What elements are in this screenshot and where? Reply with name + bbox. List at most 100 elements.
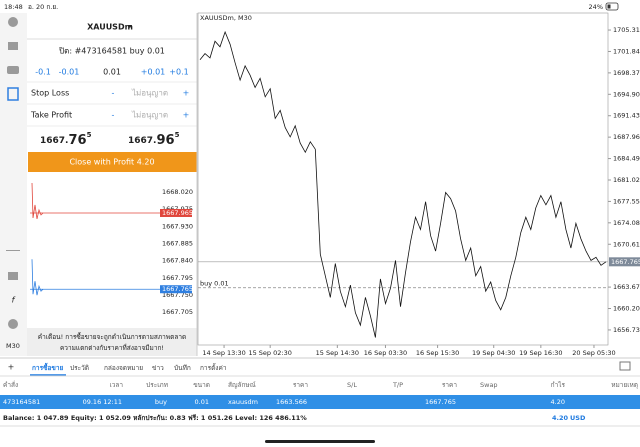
y-tick-label: 1674.080: [613, 219, 640, 227]
close-button[interactable]: [28, 152, 197, 172]
y-tick-label: 1705.310: [613, 26, 640, 34]
mini-chart: 1668.0201667.9751667.9301667.8851667.840…: [30, 182, 193, 316]
bid-big: 76: [68, 133, 86, 148]
take-profit-value[interactable]: ไม่อนุญาต: [131, 111, 168, 120]
volume-button[interactable]: -0.01: [59, 68, 80, 77]
stop-loss-value[interactable]: ไม่อนุญาต: [131, 89, 168, 98]
y-tick-label: 1663.670: [613, 283, 640, 291]
stop-loss-plus[interactable]: +: [183, 89, 190, 98]
symbol[interactable]: XAUUSDm: [87, 23, 133, 32]
tab[interactable]: บันทึก: [174, 364, 191, 372]
y-tick-label: 1687.960: [613, 133, 640, 141]
table-header: กำไร: [551, 381, 566, 389]
icon-objects[interactable]: [8, 319, 18, 329]
order-panel: [27, 13, 197, 163]
tab[interactable]: ข่าว: [152, 364, 164, 372]
volume-button[interactable]: +0.1: [169, 68, 188, 77]
tabs: การซื้อขาย ประวัติ กล่องจดหมาย ข่าว บันทึก กา…: [30, 362, 227, 376]
table-row[interactable]: [0, 395, 640, 409]
price-line-series: [199, 30, 607, 338]
warning-text: คำเตือน! การซื้อขายจะถูกดำเนินการตามสภาพ…: [38, 332, 186, 341]
take-profit-plus[interactable]: +: [183, 111, 190, 120]
price-label-box: [609, 257, 640, 267]
battery-level: [607, 4, 611, 9]
table-header: ประเภท: [146, 381, 168, 389]
volume-button[interactable]: +0.01: [141, 68, 166, 77]
stop-loss-minus[interactable]: -: [112, 89, 115, 98]
y-tick-label: 1660.200: [613, 305, 640, 313]
status-date: อ. 20 ก.ย.: [28, 3, 58, 11]
main-chart: 1705.310 1701.840 1698.370 1694.900 1691.430…: [198, 26, 640, 357]
table-header: ราคา: [442, 381, 457, 389]
ask-price: 1667.965: [128, 131, 180, 148]
table-header: หมายเหตุ: [611, 381, 638, 389]
home-indicator: [265, 440, 375, 443]
y-tick-label: 1656.730: [613, 326, 640, 334]
icon-trade[interactable]: [8, 42, 18, 50]
close-label: ปิด: #473164581 buy 0.01: [58, 47, 165, 56]
x-tick-label: 14 Sep 13:30: [202, 349, 245, 357]
icon-chat[interactable]: [7, 66, 19, 74]
take-profit-minus[interactable]: -: [112, 111, 115, 120]
mini-ask-trace: [31, 182, 44, 220]
y-tick-label: 1684.490: [613, 155, 640, 163]
table-header: เวลา: [109, 381, 123, 389]
bid-main: 1667.: [40, 136, 68, 146]
x-tick-label: 20 Sep 05:30: [572, 349, 615, 357]
table-header: คำสั่ง: [3, 380, 18, 389]
warning-text: ความแตกต่างกับราคาที่ส่งอาจมีมาก!: [60, 343, 164, 352]
warning-box: [27, 328, 197, 356]
chart-title: XAUUSDm, M30: [200, 14, 252, 22]
ask-sup: 5: [175, 131, 180, 139]
y-tick-label: 1698.370: [613, 69, 640, 77]
toolbar-icon[interactable]: [619, 361, 631, 371]
table-header: ราคา: [293, 381, 308, 389]
mini-ask-label: 1667.965: [162, 209, 193, 217]
icon-account[interactable]: [8, 17, 18, 27]
mini-tick-label: 1667.930: [162, 222, 193, 230]
mini-ask-box: [160, 208, 192, 217]
bid-price: 1667.765: [40, 131, 92, 148]
table-cell: xauusdm: [228, 398, 258, 406]
y-tick-label: 1694.900: [613, 90, 640, 98]
icon-indicators[interactable]: [8, 272, 18, 280]
mini-tick-label: 1667.840: [162, 257, 193, 265]
timeframe-button[interactable]: M30: [6, 342, 20, 350]
volume-button[interactable]: -0.1: [35, 68, 51, 77]
x-tick-label: 15 Sep 14:30: [316, 349, 359, 357]
y-tick-label: 1681.020: [613, 176, 640, 184]
close-button-label[interactable]: Close with Profit 4.20: [69, 158, 154, 167]
icon-function[interactable]: f: [12, 296, 16, 305]
total-profit: 4.20: [552, 414, 569, 422]
tab[interactable]: ประวัติ: [70, 364, 89, 372]
bid-sup: 5: [87, 131, 92, 139]
mini-tick-label: 1668.020: [162, 188, 193, 196]
currency: USD: [570, 414, 586, 422]
tab[interactable]: กล่องจดหมาย: [104, 364, 143, 372]
table-header: S/L: [347, 381, 357, 389]
table-cell: 473164581: [3, 398, 40, 406]
ask-big: 96: [156, 133, 174, 148]
y-tick-label: 1677.550: [613, 197, 640, 205]
icon-crosshair[interactable]: [6, 250, 20, 251]
symbol-dropdown[interactable]: [128, 25, 132, 28]
mini-tick-label: 1667.795: [162, 274, 193, 282]
volume-value[interactable]: 0.01: [103, 68, 121, 77]
mini-tick-label: 1667.705: [162, 308, 193, 316]
table-cell: 1663.566: [276, 398, 307, 406]
mini-tick-label: 1667.750: [162, 291, 193, 299]
mini-bid-label: 1667.765: [162, 285, 193, 293]
positions-table: คำสั่ง เวลา ประเภท ขนาด สัญลักษณ์ ราคา S/L T/P ร…: [0, 380, 640, 409]
tab[interactable]: การซื้อขาย: [32, 362, 63, 372]
add-button[interactable]: +: [8, 363, 15, 372]
x-tick-label: 16 Sep 03:30: [364, 349, 407, 357]
x-tick-label: 15 Sep 02:30: [248, 349, 291, 357]
mini-bid-box: [160, 285, 192, 294]
table-header: Swap: [480, 381, 498, 389]
table-cell: 4.20: [551, 398, 565, 406]
x-tick-label: 16 Sep 15:30: [416, 349, 459, 357]
table-header: T/P: [392, 381, 403, 389]
tab[interactable]: การตั้งค่า: [200, 363, 227, 372]
icon-new-order[interactable]: [7, 87, 19, 101]
